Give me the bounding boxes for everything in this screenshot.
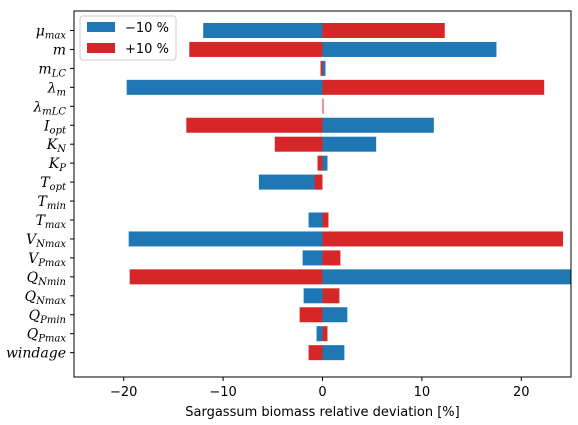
x-tick-label-2: 0: [318, 385, 326, 400]
bars-group: [126, 23, 571, 361]
category-label-15: QPmin: [29, 308, 66, 326]
bar-minus10-5: [322, 117, 434, 133]
bar-plus10-8: [314, 174, 323, 190]
category-label-9: Tmin: [38, 194, 66, 212]
bar-plus10-4: [322, 98, 324, 114]
bar-plus10-2: [320, 60, 323, 76]
bar-minus10-0: [203, 23, 323, 38]
bar-plus10-5: [186, 117, 323, 133]
x-tick-label-1: −10: [209, 385, 236, 400]
legend-label-0: −10 %: [125, 21, 169, 36]
category-label-7: KP: [48, 156, 66, 174]
x-axis-title: Sargassum biomass relative deviation [%]: [185, 405, 459, 420]
category-label-5: Iopt: [43, 118, 67, 136]
bar-plus10-0: [322, 23, 445, 38]
bar-plus10-3: [322, 79, 545, 95]
x-tick-label-4: 20: [513, 385, 530, 400]
category-label-12: VPmax: [28, 251, 66, 269]
bar-plus10-1: [189, 41, 323, 57]
x-tick-label-0: −20: [110, 385, 137, 400]
bar-plus10-10: [322, 212, 329, 228]
bar-plus10-15: [299, 307, 323, 323]
bar-minus10-3: [126, 79, 323, 95]
bar-plus10-13: [129, 269, 323, 285]
legend-label-1: +10 %: [125, 42, 169, 57]
category-label-17: windage: [6, 346, 66, 362]
bar-minus10-11: [128, 231, 323, 247]
bar-plus10-12: [322, 250, 341, 266]
bar-minus10-16: [316, 326, 323, 342]
category-label-0: μmax: [36, 24, 67, 42]
bar-minus10-15: [322, 307, 348, 323]
x-tick-label-3: 10: [414, 385, 431, 400]
bar-plus10-6: [274, 136, 323, 152]
bar-minus10-2: [322, 60, 326, 76]
bar-minus10-10: [308, 212, 323, 228]
legend: −10 % +10 %: [79, 15, 177, 61]
legend-swatch-0: [87, 22, 115, 32]
category-label-1: m: [53, 42, 66, 58]
bar-minus10-6: [322, 136, 377, 152]
category-label-10: Tmax: [36, 213, 67, 231]
bar-minus10-7: [322, 155, 328, 171]
category-label-2: mLC: [38, 61, 66, 79]
bar-minus10-17: [322, 345, 345, 361]
bar-plus10-16: [322, 326, 328, 342]
category-label-16: QPmax: [27, 327, 67, 345]
bar-plus10-14: [322, 288, 340, 304]
bar-plus10-17: [308, 345, 323, 361]
category-label-6: KN: [46, 137, 67, 155]
bar-minus10-1: [322, 41, 497, 57]
category-label-14: QNmax: [25, 289, 67, 307]
bar-plus10-7: [317, 155, 323, 171]
bar-minus10-14: [303, 288, 323, 304]
legend-swatch-1: [87, 43, 115, 53]
category-label-3: λm: [47, 80, 66, 98]
category-label-8: Topt: [40, 175, 67, 193]
bar-minus10-12: [302, 250, 323, 266]
bar-plus10-11: [322, 231, 564, 247]
category-label-11: VNmax: [26, 232, 66, 250]
bar-minus10-13: [322, 269, 571, 285]
category-label-13: QNmin: [27, 270, 66, 288]
bar-minus10-8: [258, 174, 323, 190]
category-label-4: λmLC: [32, 99, 66, 117]
